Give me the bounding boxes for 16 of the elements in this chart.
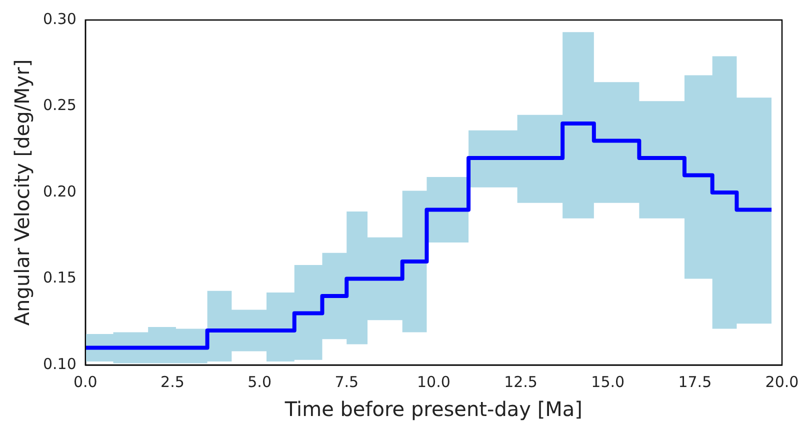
x-tick-label: 15.0 [591,372,625,391]
x-tick-label: 12.5 [504,372,538,391]
x-tick-label: 5.0 [248,372,272,391]
x-tick-label: 20.0 [765,372,799,391]
y-tick-label: 0.15 [42,268,76,287]
x-tick-label: 7.5 [334,372,359,391]
x-tick-label: 0.0 [73,372,98,391]
y-tick-label: 0.20 [42,182,76,200]
y-tick-label: 0.30 [42,10,76,28]
x-tick-label: 2.5 [160,372,184,391]
y-axis-title: Angular Velocity [deg/Myr] [10,59,34,326]
y-tick-label: 0.25 [42,96,76,114]
x-axis-title: Time before present-day [Ma] [284,397,582,422]
x-tick-label: 10.0 [416,372,450,391]
x-tick-label: 17.5 [678,372,712,391]
y-tick-label: 0.10 [42,354,76,373]
